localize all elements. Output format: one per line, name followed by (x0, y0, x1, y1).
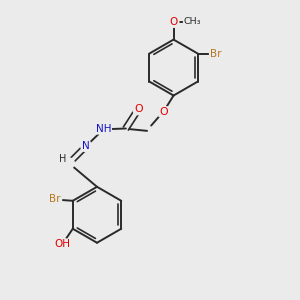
Text: O: O (134, 104, 142, 114)
Text: O: O (159, 107, 168, 117)
Circle shape (133, 104, 143, 115)
Text: Br: Br (210, 49, 222, 58)
Circle shape (168, 16, 179, 27)
Text: H: H (59, 154, 67, 164)
Circle shape (97, 123, 110, 136)
Text: N: N (82, 141, 90, 151)
Circle shape (158, 106, 169, 117)
Text: O: O (169, 17, 178, 27)
Circle shape (49, 193, 62, 206)
Circle shape (81, 141, 92, 152)
Text: OH: OH (55, 239, 70, 249)
Text: NH: NH (96, 124, 112, 134)
Text: CH₃: CH₃ (183, 17, 201, 26)
Circle shape (57, 238, 68, 250)
Text: Br: Br (50, 194, 61, 204)
Circle shape (64, 158, 74, 169)
Circle shape (210, 47, 223, 60)
